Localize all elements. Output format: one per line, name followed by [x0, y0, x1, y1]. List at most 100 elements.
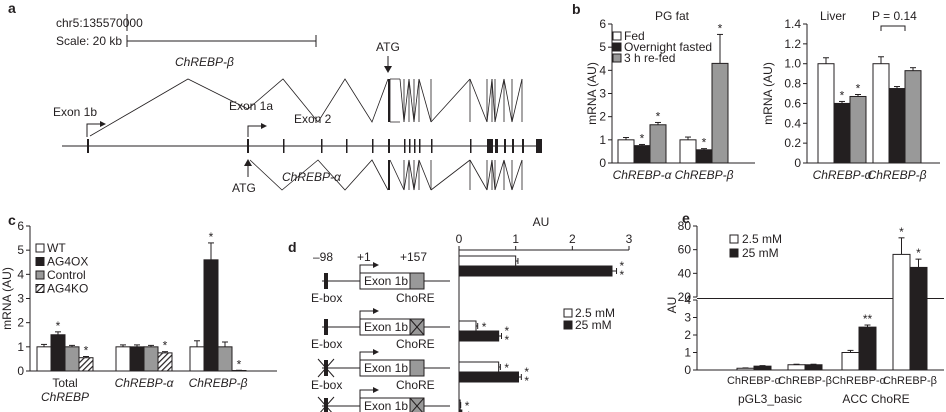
y-tick-label: 1.0: [784, 57, 801, 71]
exon1a-label: Exon 1a: [229, 99, 273, 113]
bar: [458, 255, 517, 267]
legend-label: Control: [47, 268, 86, 282]
bar: [695, 149, 713, 164]
y-axis-label: AU: [665, 297, 679, 314]
ebox-label: E-box: [311, 337, 342, 351]
position-plus157: +157: [400, 250, 427, 264]
legend-label: AG4OX: [47, 255, 88, 269]
group-label: pGL3_basic: [738, 392, 802, 406]
legend-label: 2.5 mM: [575, 306, 615, 320]
bar: [617, 139, 635, 164]
legend-swatch: [35, 284, 45, 293]
legend-label: 2.5 mM: [742, 232, 782, 246]
bar: [189, 346, 205, 372]
p-value-annotation: P = 0.14: [872, 9, 917, 23]
significance-star: **: [863, 312, 873, 326]
y-axis-label: mRNA (AU): [0, 267, 14, 330]
legend-swatch: [563, 308, 573, 318]
y-tick-label: 6: [17, 219, 24, 233]
bar: [858, 326, 877, 371]
legend-swatch: [563, 320, 573, 330]
panel-d: d –98 +1 +157 Exon 1b E-box ChoRE Exon 1b E-…: [288, 239, 450, 412]
ebox-site: [324, 398, 328, 412]
legend-label: 25 mM: [742, 246, 779, 260]
significance-star: *: [465, 399, 470, 412]
scale-label: Scale: 20 kb: [56, 34, 122, 48]
bar: [909, 266, 928, 371]
y-tick-label: 1.4: [784, 17, 801, 31]
significance-star: *: [640, 131, 645, 145]
bar: [143, 346, 159, 372]
bar: [817, 63, 835, 164]
bar: [679, 139, 697, 164]
y-tick-label: 3: [684, 311, 691, 325]
significance-star: *: [718, 21, 723, 35]
y-tick-label: 0: [17, 364, 24, 378]
y-axis-label: mRNA (AU): [585, 62, 599, 125]
ebox-site: [324, 273, 328, 289]
legend-label: AG4KO: [47, 282, 88, 296]
significance-star: *: [84, 344, 89, 358]
panel-letter: e: [682, 210, 690, 226]
category-label: ChREBP-α: [813, 168, 873, 182]
transcript-beta: [89, 78, 523, 137]
category-label: Total: [52, 376, 77, 390]
exon1b-label: Exon 1b: [364, 274, 408, 288]
bar: [203, 259, 219, 372]
significance-star: *: [505, 324, 510, 338]
significance-star: *: [505, 333, 510, 347]
bar: [129, 346, 145, 372]
x-tick-label: 0: [456, 232, 463, 246]
atg-label-bottom: ATG: [232, 181, 256, 195]
category-label: ChREBP-β: [189, 376, 248, 390]
legend-swatch: [35, 243, 45, 253]
category-label: ChREBP-α: [613, 168, 673, 182]
category-label: ChREBP-β: [868, 168, 927, 182]
exon1b-label: Exon 1b: [364, 361, 408, 375]
bar: [833, 102, 851, 164]
x-tick-label: 1: [512, 232, 519, 246]
y-axis-label: mRNA (AU): [761, 62, 775, 125]
genomic-locus: [62, 139, 542, 153]
legend-label: Fed: [624, 29, 645, 43]
category-label: ChREBP-β: [883, 375, 937, 387]
y-tick-label: 4: [684, 293, 691, 307]
y-tick-label: 1.2: [784, 37, 801, 51]
y-tick-label: 60: [678, 243, 692, 257]
bar: [458, 409, 463, 412]
category-label: ChREBP-α: [115, 376, 175, 390]
bar: [841, 352, 860, 371]
bar: [711, 62, 729, 164]
legend-swatch: [612, 53, 622, 63]
legend-label: WT: [47, 241, 66, 255]
p-value-bracket: [880, 25, 906, 31]
exon1b-label: Exon 1b: [364, 320, 408, 334]
exon1b-arrow: [86, 123, 100, 137]
bar: [458, 361, 500, 373]
chore-label: ChoRE: [396, 378, 435, 392]
y-tick-label: 1: [17, 340, 24, 354]
ebox-label: E-box: [311, 291, 342, 305]
panel-a: a chr5:135570000 Scale: 20 kb ChREBP-β A…: [8, 0, 542, 195]
atg-label-top: ATG: [376, 40, 400, 54]
category-label: ChREBP-α: [832, 375, 887, 387]
transcript-alpha: [249, 159, 523, 191]
chart-b-liver: Liver 0 0.2 0.4 0.6 0.8 1.0 1.2 1.4 mRNA (AU) * * Ch…: [761, 9, 940, 182]
y-tick-label: 0: [599, 156, 606, 170]
y-tick-label: 0.2: [784, 136, 801, 150]
y-tick-label: 20: [678, 290, 692, 304]
bar: [804, 364, 823, 371]
exon1a-arrow: [247, 125, 261, 137]
legend-swatch: [729, 248, 739, 258]
chart-title: PG fat: [655, 9, 690, 23]
exon1b-label: Exon 1b: [53, 105, 97, 119]
panel-letter: c: [8, 212, 16, 228]
legend-label: 25 mM: [575, 318, 612, 332]
position-plus1: +1: [357, 250, 371, 264]
chart-b-pg-fat: b PG fat 0 1 2 3 4 5 6 mRNA (AU) * * ChREBP-α * * ChREB…: [572, 1, 755, 182]
significance-star: *: [620, 268, 625, 282]
significance-star: *: [163, 339, 168, 353]
chromosome-coordinate: chr5:135570000: [56, 16, 143, 30]
